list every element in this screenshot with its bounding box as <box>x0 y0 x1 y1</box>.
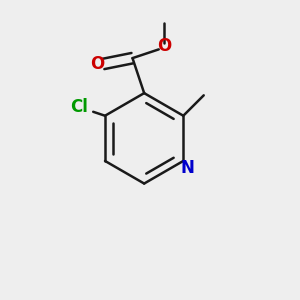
Text: O: O <box>157 38 171 56</box>
Text: N: N <box>181 159 195 177</box>
Text: O: O <box>90 55 104 73</box>
Text: Cl: Cl <box>70 98 88 116</box>
